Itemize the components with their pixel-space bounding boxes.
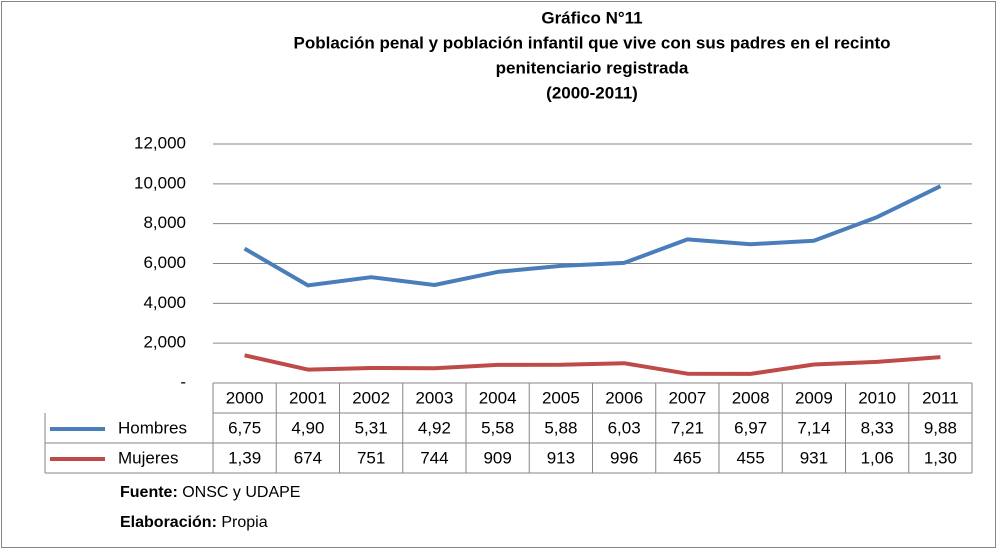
table-value: 5,31 xyxy=(355,418,388,437)
table-value: 996 xyxy=(610,448,638,467)
table-value: 7,21 xyxy=(671,418,704,437)
y-tick-label: 4,000 xyxy=(143,293,186,312)
table-value: 4,90 xyxy=(291,418,324,437)
table-value: 8,33 xyxy=(861,418,894,437)
y-tick-label: 6,000 xyxy=(143,253,186,272)
table-value: 9,88 xyxy=(924,418,957,437)
y-tick-label: 12,000 xyxy=(134,133,186,152)
footer-label: Fuente: xyxy=(120,484,178,501)
footer-label: Elaboración: xyxy=(120,514,217,531)
table-value: 7,14 xyxy=(797,418,830,437)
y-tick-label: - xyxy=(180,372,186,391)
x-tick-label: 2008 xyxy=(732,388,770,407)
table-value: 1,39 xyxy=(228,448,261,467)
x-tick-label: 2003 xyxy=(415,388,453,407)
x-tick-label: 2009 xyxy=(795,388,833,407)
y-tick-label: 2,000 xyxy=(143,333,186,352)
table-value: 913 xyxy=(547,448,575,467)
table-value: 909 xyxy=(483,448,511,467)
footer-text: Propia xyxy=(217,514,268,531)
chart-title: Gráfico N°11 xyxy=(541,8,642,27)
table-value: 4,92 xyxy=(418,418,451,437)
table-value: 931 xyxy=(800,448,828,467)
chart-title: (2000-2011) xyxy=(546,83,638,102)
table-value: 6,75 xyxy=(228,418,261,437)
table-value: 455 xyxy=(736,448,764,467)
x-tick-label: 2011 xyxy=(922,388,959,407)
x-tick-label: 2000 xyxy=(226,388,264,407)
table-value: 5,88 xyxy=(544,418,577,437)
legend-label: Mujeres xyxy=(118,448,178,467)
y-tick-label: 10,000 xyxy=(134,173,186,192)
y-tick-label: 8,000 xyxy=(143,213,186,232)
table-value: 744 xyxy=(420,448,448,467)
footer-note: Fuente: ONSC y UDAPE xyxy=(120,484,300,501)
table-value: 674 xyxy=(294,448,322,467)
legend-label: Hombres xyxy=(118,418,187,437)
table-value: 465 xyxy=(673,448,701,467)
footer-note: Elaboración: Propia xyxy=(120,514,268,531)
table-value: 5,58 xyxy=(481,418,514,437)
data-line xyxy=(244,353,941,376)
table-value: 751 xyxy=(357,448,385,467)
x-tick-label: 2001 xyxy=(289,388,327,407)
x-tick-label: 2006 xyxy=(605,388,643,407)
chart-title: Población penal y población infantil que… xyxy=(293,33,890,52)
x-tick-label: 2005 xyxy=(542,388,580,407)
data-line xyxy=(243,184,942,288)
table-value: 1,30 xyxy=(924,448,957,467)
table-value: 6,03 xyxy=(608,418,641,437)
footer-text: ONSC y UDAPE xyxy=(178,484,301,501)
x-tick-label: 2007 xyxy=(668,388,706,407)
table-value: 1,06 xyxy=(861,448,894,467)
x-tick-label: 2004 xyxy=(479,388,517,407)
x-tick-label: 2002 xyxy=(352,388,390,407)
x-tick-label: 2010 xyxy=(858,388,896,407)
table-value: 6,97 xyxy=(734,418,767,437)
chart-title: penitenciario registrada xyxy=(496,58,689,77)
